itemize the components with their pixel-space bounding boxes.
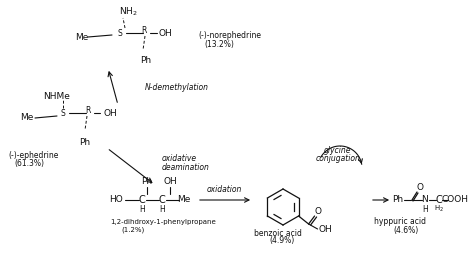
Text: (61.3%): (61.3%) xyxy=(14,159,44,168)
Text: H: H xyxy=(422,205,428,213)
Text: OH: OH xyxy=(103,109,117,118)
Text: (-)-norephedrine: (-)-norephedrine xyxy=(198,31,261,40)
Text: C: C xyxy=(138,195,146,205)
Text: N-demethylation: N-demethylation xyxy=(145,83,209,91)
Text: benzoic acid: benzoic acid xyxy=(254,228,302,238)
Text: hyppuric acid: hyppuric acid xyxy=(374,218,426,227)
Text: O: O xyxy=(314,206,321,215)
Text: R: R xyxy=(141,25,146,34)
Text: Ph: Ph xyxy=(140,55,152,64)
Text: R: R xyxy=(85,105,91,114)
Text: N: N xyxy=(422,196,428,205)
Text: deamination: deamination xyxy=(162,162,210,171)
Text: O: O xyxy=(417,183,423,192)
Text: 1,2-dihdroxy-1-phenylpropane: 1,2-dihdroxy-1-phenylpropane xyxy=(110,219,216,225)
Text: Me: Me xyxy=(75,32,89,41)
Text: (1.2%): (1.2%) xyxy=(121,227,145,233)
Text: H$_2$: H$_2$ xyxy=(434,204,444,214)
Text: COOH: COOH xyxy=(441,196,468,205)
Text: OH: OH xyxy=(158,28,172,38)
Text: S: S xyxy=(118,28,122,38)
Text: Me: Me xyxy=(177,196,191,205)
Text: OH: OH xyxy=(319,225,332,234)
Text: (13.2%): (13.2%) xyxy=(204,40,234,48)
Text: H: H xyxy=(159,205,165,213)
Text: NH$_2$: NH$_2$ xyxy=(118,6,137,18)
Text: C: C xyxy=(436,195,442,205)
Text: oxidative: oxidative xyxy=(162,154,197,162)
Text: NHMe: NHMe xyxy=(44,91,71,100)
Text: (4.6%): (4.6%) xyxy=(393,226,419,234)
Text: Ph: Ph xyxy=(141,177,153,186)
Text: H: H xyxy=(139,205,145,213)
Text: glycine: glycine xyxy=(324,146,352,155)
Text: conjugation: conjugation xyxy=(316,154,360,162)
Text: Me: Me xyxy=(20,112,34,121)
Text: C: C xyxy=(159,195,165,205)
Text: (-)-ephedrine: (-)-ephedrine xyxy=(8,150,58,160)
Text: S: S xyxy=(61,109,65,118)
Text: OH: OH xyxy=(163,177,177,186)
Text: oxidation: oxidation xyxy=(206,185,242,195)
Text: HO: HO xyxy=(109,196,123,205)
Text: (4.9%): (4.9%) xyxy=(269,236,295,246)
Text: Ph: Ph xyxy=(392,196,403,205)
Text: Ph: Ph xyxy=(80,138,91,147)
